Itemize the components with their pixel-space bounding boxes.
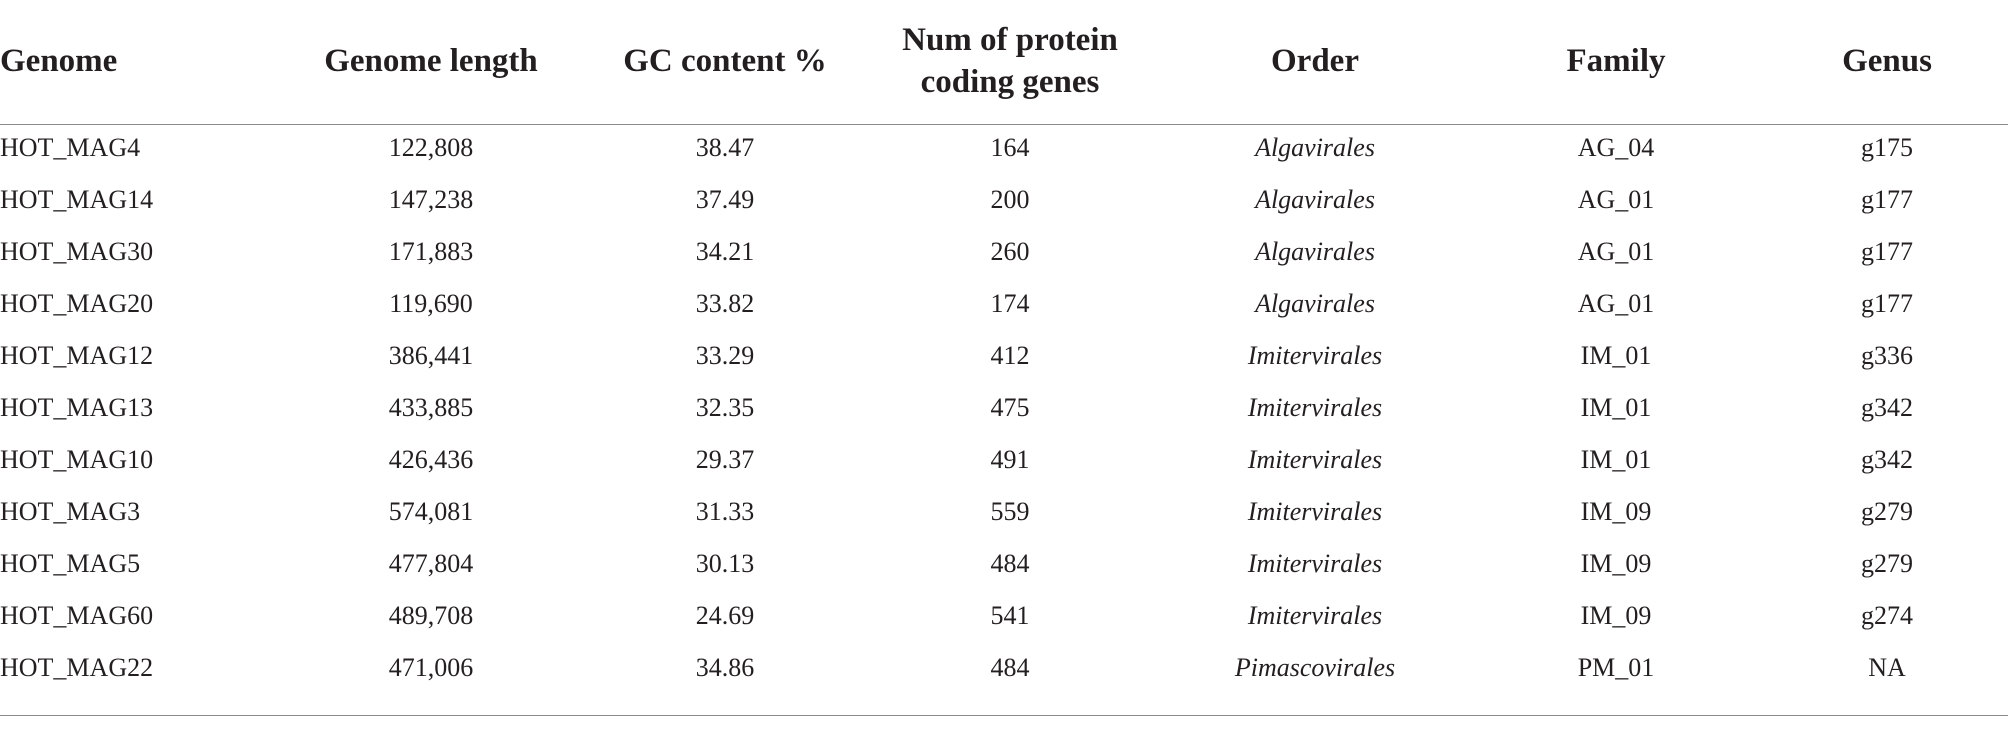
table-cell: 30.13 (695, 549, 755, 578)
table-cell: 477,804 (388, 549, 474, 578)
table-cell: 200 (990, 185, 1030, 214)
table-cell: Algavirales (1255, 289, 1375, 318)
table-cell: g177 (1861, 237, 1913, 266)
table-cell: HOT_MAG5 (0, 549, 141, 578)
table-cell: 174 (990, 289, 1030, 318)
table-cell: IM_09 (1580, 601, 1652, 630)
table-cell: HOT_MAG14 (0, 185, 154, 214)
table-cell: Imitervirales (1247, 393, 1383, 422)
table-cell: 29.37 (695, 445, 755, 474)
table-cell: HOT_MAG20 (0, 289, 154, 318)
table-cell: g177 (1861, 185, 1913, 214)
table-cell: g274 (1861, 601, 1913, 630)
table-cell: 484 (990, 549, 1030, 578)
column-header: Genome length (324, 43, 538, 79)
table-cell: 31.33 (695, 497, 755, 526)
table-cell: HOT_MAG10 (0, 445, 154, 474)
header-rule (0, 124, 2008, 125)
table-cell: 33.29 (695, 341, 755, 370)
table-cell: 484 (990, 653, 1030, 682)
table-cell: HOT_MAG3 (0, 497, 141, 526)
column-header: Genus (1842, 43, 1932, 79)
table-cell: HOT_MAG13 (0, 393, 154, 422)
column-header: GC content % (623, 43, 827, 79)
table-cell: Algavirales (1255, 237, 1375, 266)
table-cell: 386,441 (388, 341, 474, 370)
table-cell: Imitervirales (1247, 445, 1383, 474)
table-cell: IM_01 (1580, 341, 1652, 370)
table-cell: AG_01 (1577, 289, 1655, 318)
table-cell: 260 (990, 237, 1030, 266)
table-cell: 122,808 (388, 133, 474, 162)
table-cell: Imitervirales (1247, 497, 1383, 526)
table-cell: g342 (1861, 445, 1913, 474)
table-cell: Algavirales (1255, 185, 1375, 214)
table-cell: PM_01 (1577, 653, 1655, 682)
table-cell: g279 (1861, 549, 1913, 578)
table-cell: g336 (1861, 341, 1913, 370)
column-header: Num of protein coding genes (902, 22, 1118, 100)
table-cell: IM_09 (1580, 549, 1652, 578)
table-cell: 489,708 (388, 601, 474, 630)
column-header: Order (1271, 43, 1359, 79)
table-cell: 471,006 (388, 653, 474, 682)
table-cell: 119,690 (389, 289, 473, 318)
table-cell: Algavirales (1255, 133, 1375, 162)
table-cell: 171,883 (388, 237, 474, 266)
table-cell: 433,885 (388, 393, 474, 422)
table-cell: Imitervirales (1247, 341, 1383, 370)
bottom-rule (0, 715, 2008, 716)
table-cell: 491 (990, 445, 1030, 474)
table-cell: Pimascovirales (1234, 653, 1396, 682)
column-header: Family (1566, 43, 1666, 79)
table-cell: 37.49 (695, 185, 755, 214)
table-cell: AG_01 (1577, 237, 1655, 266)
table-cell: Imitervirales (1247, 549, 1383, 578)
table-cell: 412 (990, 341, 1030, 370)
table-cell: g177 (1861, 289, 1913, 318)
column-header: Genome (0, 43, 118, 79)
table-cell: IM_01 (1580, 445, 1652, 474)
table-cell: 24.69 (695, 601, 755, 630)
table-cell: HOT_MAG60 (0, 601, 154, 630)
table-cell: HOT_MAG4 (0, 133, 141, 162)
table-cell: 559 (990, 497, 1030, 526)
table-cell: 164 (990, 133, 1030, 162)
table-cell: HOT_MAG22 (0, 653, 154, 682)
table-cell: 38.47 (695, 133, 755, 162)
table-cell: HOT_MAG30 (0, 237, 154, 266)
table-cell: 475 (990, 393, 1030, 422)
table-cell: Imitervirales (1247, 601, 1383, 630)
table-cell: AG_04 (1577, 133, 1655, 162)
table-cell: AG_01 (1577, 185, 1655, 214)
table-cell: g279 (1861, 497, 1913, 526)
table-cell: IM_01 (1580, 393, 1652, 422)
table-cell: HOT_MAG12 (0, 341, 154, 370)
table-cell: IM_09 (1580, 497, 1652, 526)
table-cell: 34.86 (695, 653, 755, 682)
table-cell: 147,238 (388, 185, 474, 214)
table-cell: 33.82 (695, 289, 755, 318)
table-cell: 426,436 (388, 445, 474, 474)
table-cell: 34.21 (695, 237, 755, 266)
table-cell: g342 (1861, 393, 1913, 422)
table-cell: NA (1868, 653, 1906, 682)
table-cell: g175 (1861, 133, 1913, 162)
table-cell: 541 (990, 601, 1030, 630)
table-cell: 32.35 (695, 393, 755, 422)
table-cell: 574,081 (388, 497, 474, 526)
